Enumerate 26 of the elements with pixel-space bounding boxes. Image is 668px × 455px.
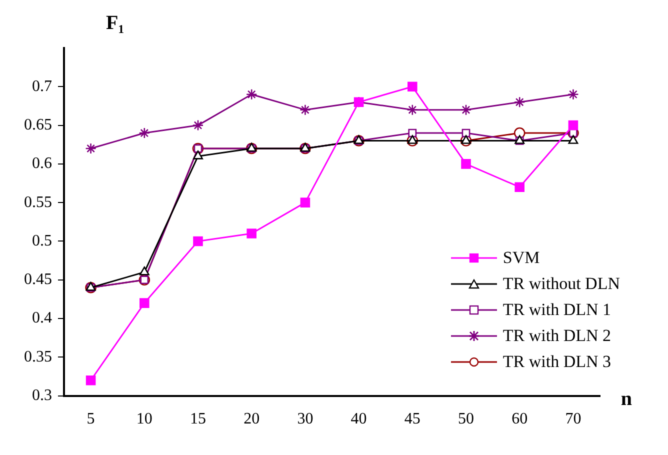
legend-label: TR with DLN 3	[502, 352, 612, 372]
x-tick-label: 10	[136, 410, 152, 428]
legend-label: TR with DLN 1	[502, 300, 612, 320]
y-axis-title: F₁	[106, 12, 124, 35]
x-tick-label: 60	[512, 410, 528, 428]
y-tick-label: 0.5	[32, 232, 52, 250]
x-tick-label: 50	[458, 410, 474, 428]
y-tick-label: 0.35	[24, 348, 52, 366]
y-tick-label: 0.45	[24, 271, 52, 288]
x-tick-label: 40	[350, 410, 367, 428]
x-tick-label: 45	[404, 410, 420, 428]
legend-label: TR with DLN 2	[502, 326, 612, 346]
x-tick-label: 5	[86, 410, 95, 428]
x-axis-title: n	[620, 388, 632, 411]
y-tick-label: 0.65	[24, 116, 52, 134]
y-tick-label: 0.3	[32, 387, 52, 404]
x-tick-label: 20	[244, 410, 260, 428]
legend-label: TR without DLN	[502, 274, 620, 294]
x-tick-label: 15	[190, 410, 206, 428]
legend-label: SVM	[502, 248, 540, 268]
y-tick-label: 0.6	[32, 155, 52, 172]
y-tick-label: 0.55	[24, 194, 52, 211]
y-tick-label: 0.7	[32, 78, 52, 95]
x-tick-label: 70	[565, 410, 582, 428]
x-tick-label: 30	[297, 410, 314, 428]
y-tick-label: 0.4	[32, 310, 52, 327]
